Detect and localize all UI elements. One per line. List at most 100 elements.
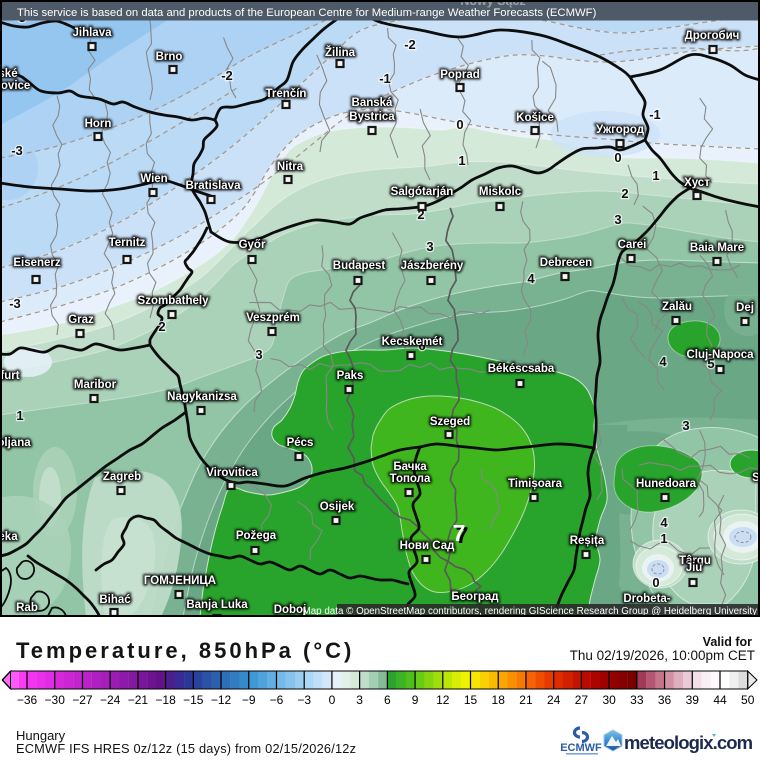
svg-text:Хуст: Хуст [684, 177, 710, 189]
svg-text:meteologix.com: meteologix.com [624, 732, 753, 753]
svg-text:15: 15 [464, 693, 478, 707]
svg-text:0: 0 [652, 575, 659, 590]
svg-text:Хуст: Хуст [684, 177, 710, 189]
svg-text:Cluj-Napoca: Cluj-Napoca [686, 349, 754, 361]
svg-text:eka: eka [0, 531, 18, 543]
svg-text:Нови Сад: Нови Сад [400, 540, 456, 552]
svg-text:2: 2 [158, 319, 165, 334]
svg-text:Нови Сад: Нови Сад [400, 540, 456, 552]
svg-text:Bratislava: Bratislava [186, 180, 242, 192]
svg-text:Rab: Rab [16, 602, 38, 614]
svg-text:Maribor: Maribor [74, 379, 117, 391]
svg-text:Szeged: Szeged [430, 416, 470, 428]
svg-text:Poprad: Poprad [440, 69, 480, 81]
svg-text:4: 4 [659, 354, 667, 369]
svg-text:50: 50 [741, 693, 755, 707]
svg-text:3: 3 [614, 212, 621, 227]
svg-text:Jihlava: Jihlava [73, 27, 113, 39]
svg-text:Virovitica: Virovitica [206, 467, 258, 479]
svg-text:Bystrica: Bystrica [349, 111, 395, 123]
svg-text:Bihać: Bihać [99, 594, 131, 606]
svg-text:Hunedoara: Hunedoara [636, 478, 697, 490]
svg-text:Drobeta-: Drobeta- [623, 593, 670, 605]
svg-text:Osijek: Osijek [320, 501, 355, 513]
svg-text:Ужгород: Ужгород [596, 124, 645, 136]
svg-text:Târgu: Târgu [679, 555, 711, 567]
svg-text:Bystrica: Bystrica [349, 111, 395, 123]
svg-text:Bihać: Bihać [99, 594, 131, 606]
svg-text:Топола: Топола [390, 473, 431, 485]
svg-text:Eisenerz: Eisenerz [13, 257, 61, 269]
svg-text:−15: −15 [183, 693, 204, 707]
svg-text:Paks: Paks [337, 370, 364, 382]
svg-text:jovice: jovice [0, 80, 30, 92]
svg-text:Dej: Dej [736, 302, 754, 314]
svg-text:Nitra: Nitra [277, 161, 304, 173]
svg-text:−24: −24 [100, 693, 121, 707]
svg-text:21: 21 [519, 693, 533, 707]
svg-text:Budapest: Budapest [333, 260, 386, 272]
svg-text:3: 3 [356, 693, 363, 707]
svg-text:24: 24 [547, 693, 561, 707]
svg-text:Žilina: Žilina [325, 46, 356, 59]
svg-text:Дрогобич: Дрогобич [685, 30, 740, 42]
svg-text:0: 0 [456, 117, 463, 132]
svg-text:Banská: Banská [352, 97, 394, 109]
svg-text:S: S [752, 472, 760, 484]
svg-text:Požega: Požega [236, 530, 277, 542]
svg-text:3: 3 [426, 239, 433, 254]
svg-text:Budapest: Budapest [333, 260, 386, 272]
svg-text:−27: −27 [72, 693, 93, 707]
svg-text:Požega: Požega [236, 530, 277, 542]
svg-text:Banja Luka: Banja Luka [186, 599, 248, 611]
svg-text:Bratislava: Bratislava [186, 180, 242, 192]
svg-text:Košice: Košice [516, 112, 554, 124]
svg-text:-3: -3 [9, 296, 21, 311]
svg-text:27: 27 [575, 693, 589, 707]
svg-text:Eisenerz: Eisenerz [13, 257, 61, 269]
svg-text:Zagreb: Zagreb [103, 471, 141, 483]
svg-text:Jiu: Jiu [686, 562, 703, 574]
svg-text:4: 4 [527, 271, 535, 286]
svg-text:30: 30 [602, 693, 616, 707]
svg-text:Horn: Horn [85, 118, 112, 130]
svg-text:−9: −9 [242, 693, 256, 707]
svg-text:Kecskemét: Kecskemét [382, 336, 443, 348]
svg-text:6: 6 [384, 693, 391, 707]
svg-text:Nowy Sącz: Nowy Sącz [460, 0, 525, 8]
svg-text:0: 0 [329, 693, 336, 707]
svg-text:ГОМЈЕНИЦА: ГОМЈЕНИЦА [144, 575, 216, 587]
svg-text:Ternitz: Ternitz [109, 237, 146, 249]
svg-text:ГОМЈЕНИЦА: ГОМЈЕНИЦА [144, 575, 216, 587]
svg-text:Salgótarján: Salgótarján [391, 186, 454, 198]
svg-text:This service is based on data: This service is based on data and produc… [17, 7, 597, 19]
svg-text:18: 18 [492, 693, 506, 707]
svg-text:Szombathely: Szombathely [138, 295, 210, 307]
svg-text:Veszprém: Veszprém [246, 312, 300, 324]
svg-text:7: 7 [453, 520, 466, 546]
svg-text:Reșița: Reșița [570, 535, 605, 547]
svg-text:Baia Mare: Baia Mare [690, 242, 744, 254]
svg-text:Brno: Brno [156, 51, 183, 63]
svg-text:Pécs: Pécs [287, 437, 314, 449]
svg-text:9: 9 [412, 693, 419, 707]
svg-text:Debrecen: Debrecen [540, 257, 592, 269]
svg-text:Győr: Győr [239, 239, 266, 251]
svg-text:Osijek: Osijek [320, 501, 355, 513]
svg-text:Hunedoara: Hunedoara [636, 478, 697, 490]
svg-text:Paks: Paks [337, 370, 364, 382]
svg-text:oljana: oljana [0, 437, 31, 449]
svg-text:0: 0 [614, 150, 621, 165]
svg-text:Târgu: Târgu [679, 555, 711, 567]
svg-text:Horn: Horn [85, 118, 112, 130]
svg-text:−12: −12 [211, 693, 232, 707]
svg-text:1: 1 [458, 153, 465, 168]
svg-text:−30: −30 [45, 693, 66, 707]
svg-text:Graz: Graz [68, 314, 94, 326]
svg-text:furt: furt [0, 370, 19, 382]
svg-text:Reșița: Reșița [570, 535, 605, 547]
svg-text:Timișoara: Timișoara [508, 478, 563, 490]
svg-text:Jászberény: Jászberény [401, 260, 464, 272]
svg-text:Drobeta-: Drobeta- [623, 593, 670, 605]
svg-text:12: 12 [436, 693, 450, 707]
